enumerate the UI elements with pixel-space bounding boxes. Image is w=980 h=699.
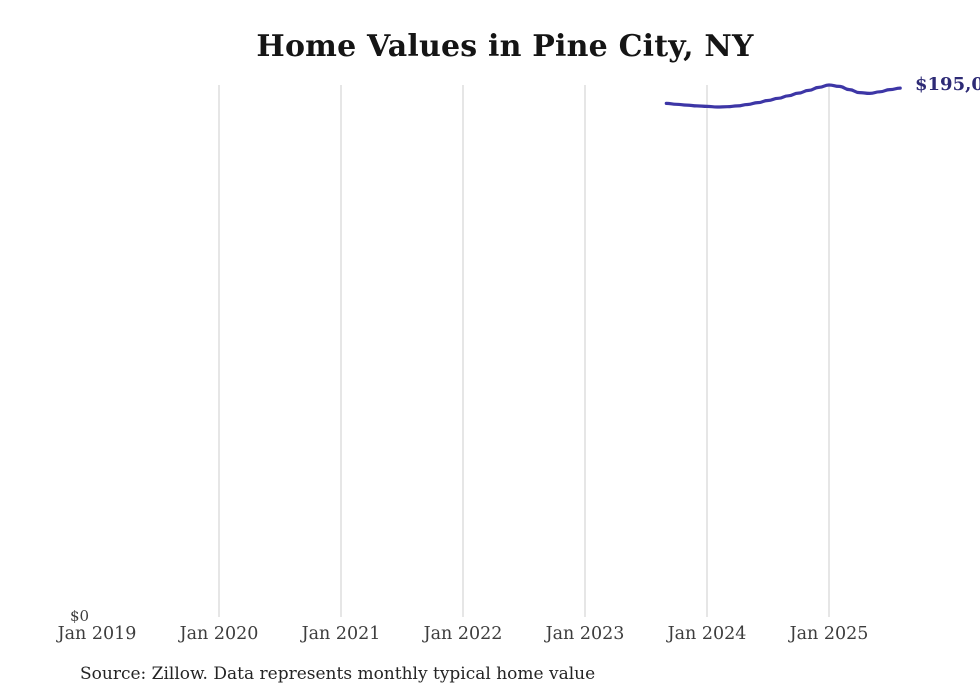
x-tick-label: Jan 2020 (179, 624, 259, 644)
x-tick-label: Jan 2019 (57, 624, 137, 644)
x-axis: Jan 2019 Jan 2020 Jan 2021 Jan 2022 Jan 2023… (0, 624, 980, 648)
chart-title: Home Values in Pine City, NY (256, 29, 754, 64)
current-value-label: $195,070 (915, 74, 980, 95)
x-tick-label: Jan 2022 (423, 624, 503, 644)
x-tick-label: Jan 2024 (667, 624, 747, 644)
x-tick-label: Jan 2025 (789, 624, 869, 644)
x-tick-label: Jan 2023 (545, 624, 625, 644)
x-tick-label: Jan 2021 (301, 624, 381, 644)
series-line (664, 83, 902, 109)
home-value-line (664, 83, 902, 109)
y-axis-zero-label: $0 (70, 607, 90, 625)
source-note: Source: Zillow. Data represents monthly … (80, 664, 596, 684)
gridlines (218, 85, 830, 617)
